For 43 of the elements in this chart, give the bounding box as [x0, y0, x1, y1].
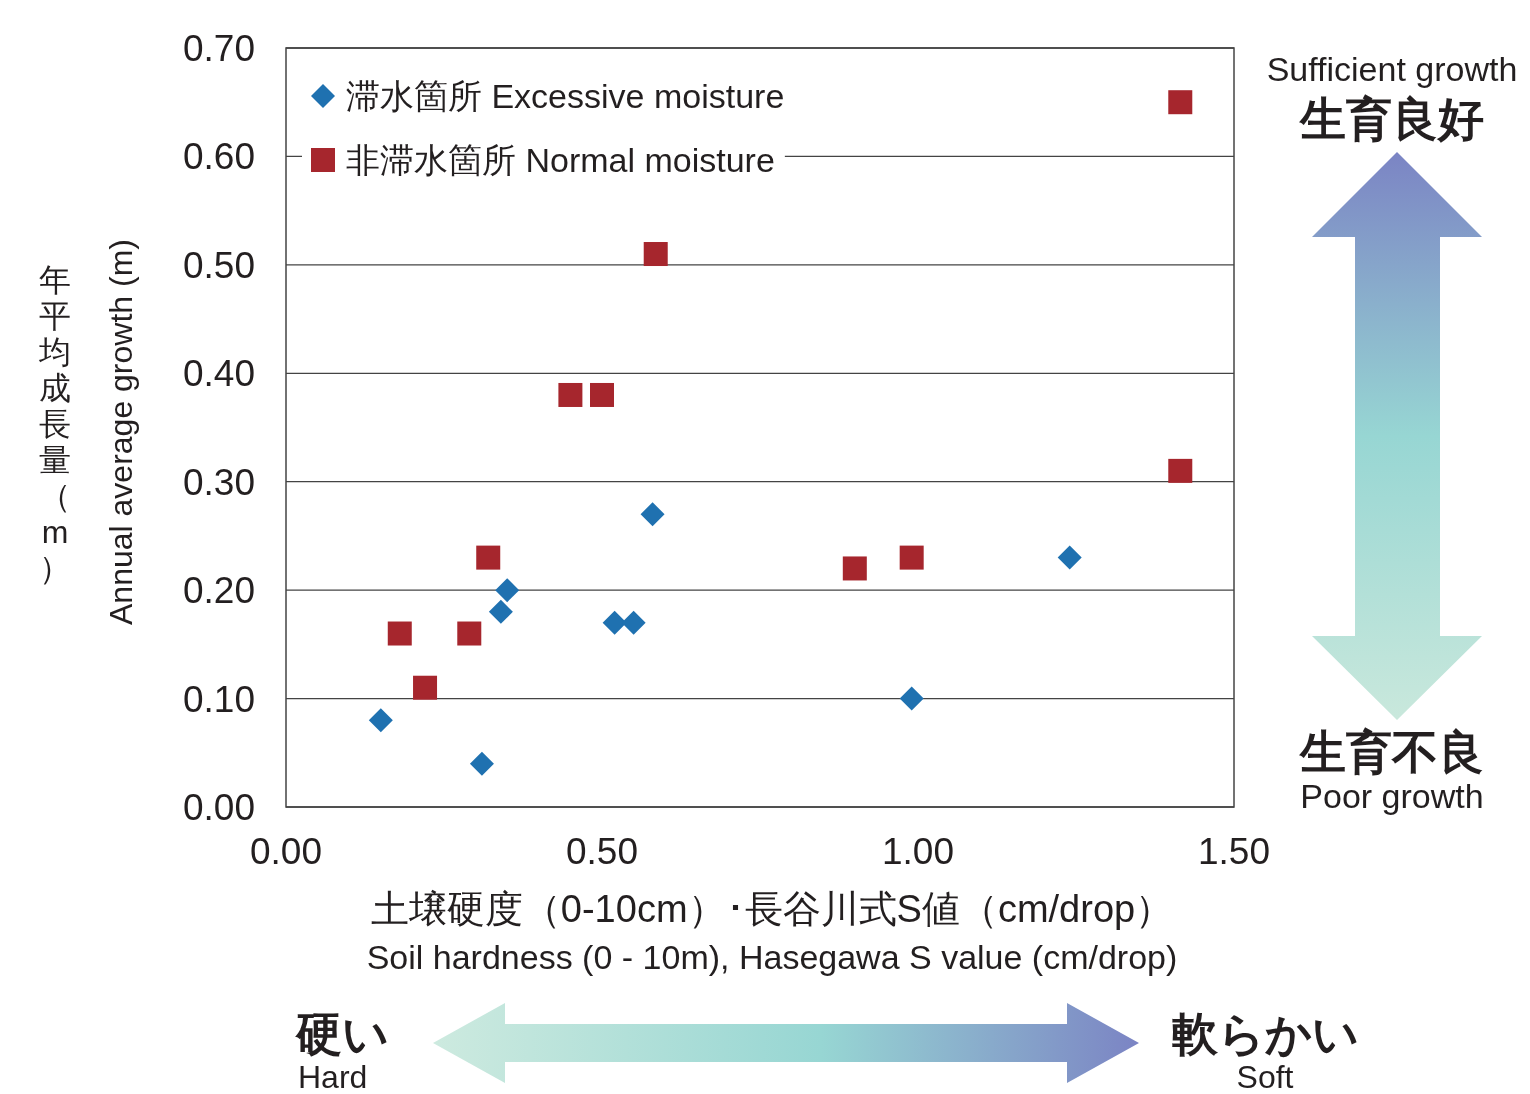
point: [457, 621, 482, 646]
x-tick-label: 0.50: [565, 831, 639, 872]
point: [413, 675, 438, 700]
text: 生育良好: [1298, 93, 1484, 145]
point: [602, 610, 627, 635]
point: [387, 621, 412, 646]
y-tick-label: 0.70: [182, 28, 255, 69]
point: [488, 599, 513, 624]
point: [899, 545, 924, 570]
point: [1057, 545, 1082, 570]
y-tick-label: 0.00: [182, 787, 255, 828]
point: [469, 751, 494, 776]
text: 軟らかい: [1171, 1008, 1359, 1060]
legend-label: 滞水箇所 Excessive moisture: [346, 77, 785, 115]
point: [558, 382, 583, 407]
x-tick-label: 0.00: [249, 831, 323, 872]
point: [621, 610, 646, 635]
point: [1168, 90, 1193, 115]
point: [495, 578, 520, 603]
x-axis-title: 土壌硬度（0-10cm）･長谷川式S値（cm/drop） Soil hardness (0 - 10m), Hasegawa S value (cm/drop): [366, 888, 1178, 976]
x-tick-label: 1.00: [881, 831, 955, 872]
point: [899, 686, 924, 711]
y-tick-label: 0.60: [182, 136, 255, 178]
text: 生育不良: [1298, 726, 1484, 778]
point: [368, 708, 393, 733]
point: [640, 502, 665, 527]
point: [590, 382, 614, 407]
y-tick-label: 0.30: [182, 461, 255, 503]
x-tick-label: 1.50: [1197, 831, 1271, 872]
point: [643, 242, 668, 267]
point: [476, 545, 501, 570]
y-tick-label: 0.40: [182, 353, 255, 395]
text: Sufficient growth: [1266, 50, 1518, 88]
y-tick-label: 0.50: [182, 244, 255, 286]
y-tick-label: 0.20: [182, 570, 255, 612]
y-tick-label: 0.10: [182, 678, 255, 720]
text: Soft: [1236, 1059, 1294, 1094]
text: Poor growth: [1300, 777, 1484, 815]
point: [842, 556, 867, 581]
text: Hard: [298, 1059, 368, 1094]
legend-label: 非滞水箇所 Normal moisture: [346, 141, 775, 179]
point: [1168, 458, 1193, 483]
text: 硬い: [295, 1008, 389, 1060]
